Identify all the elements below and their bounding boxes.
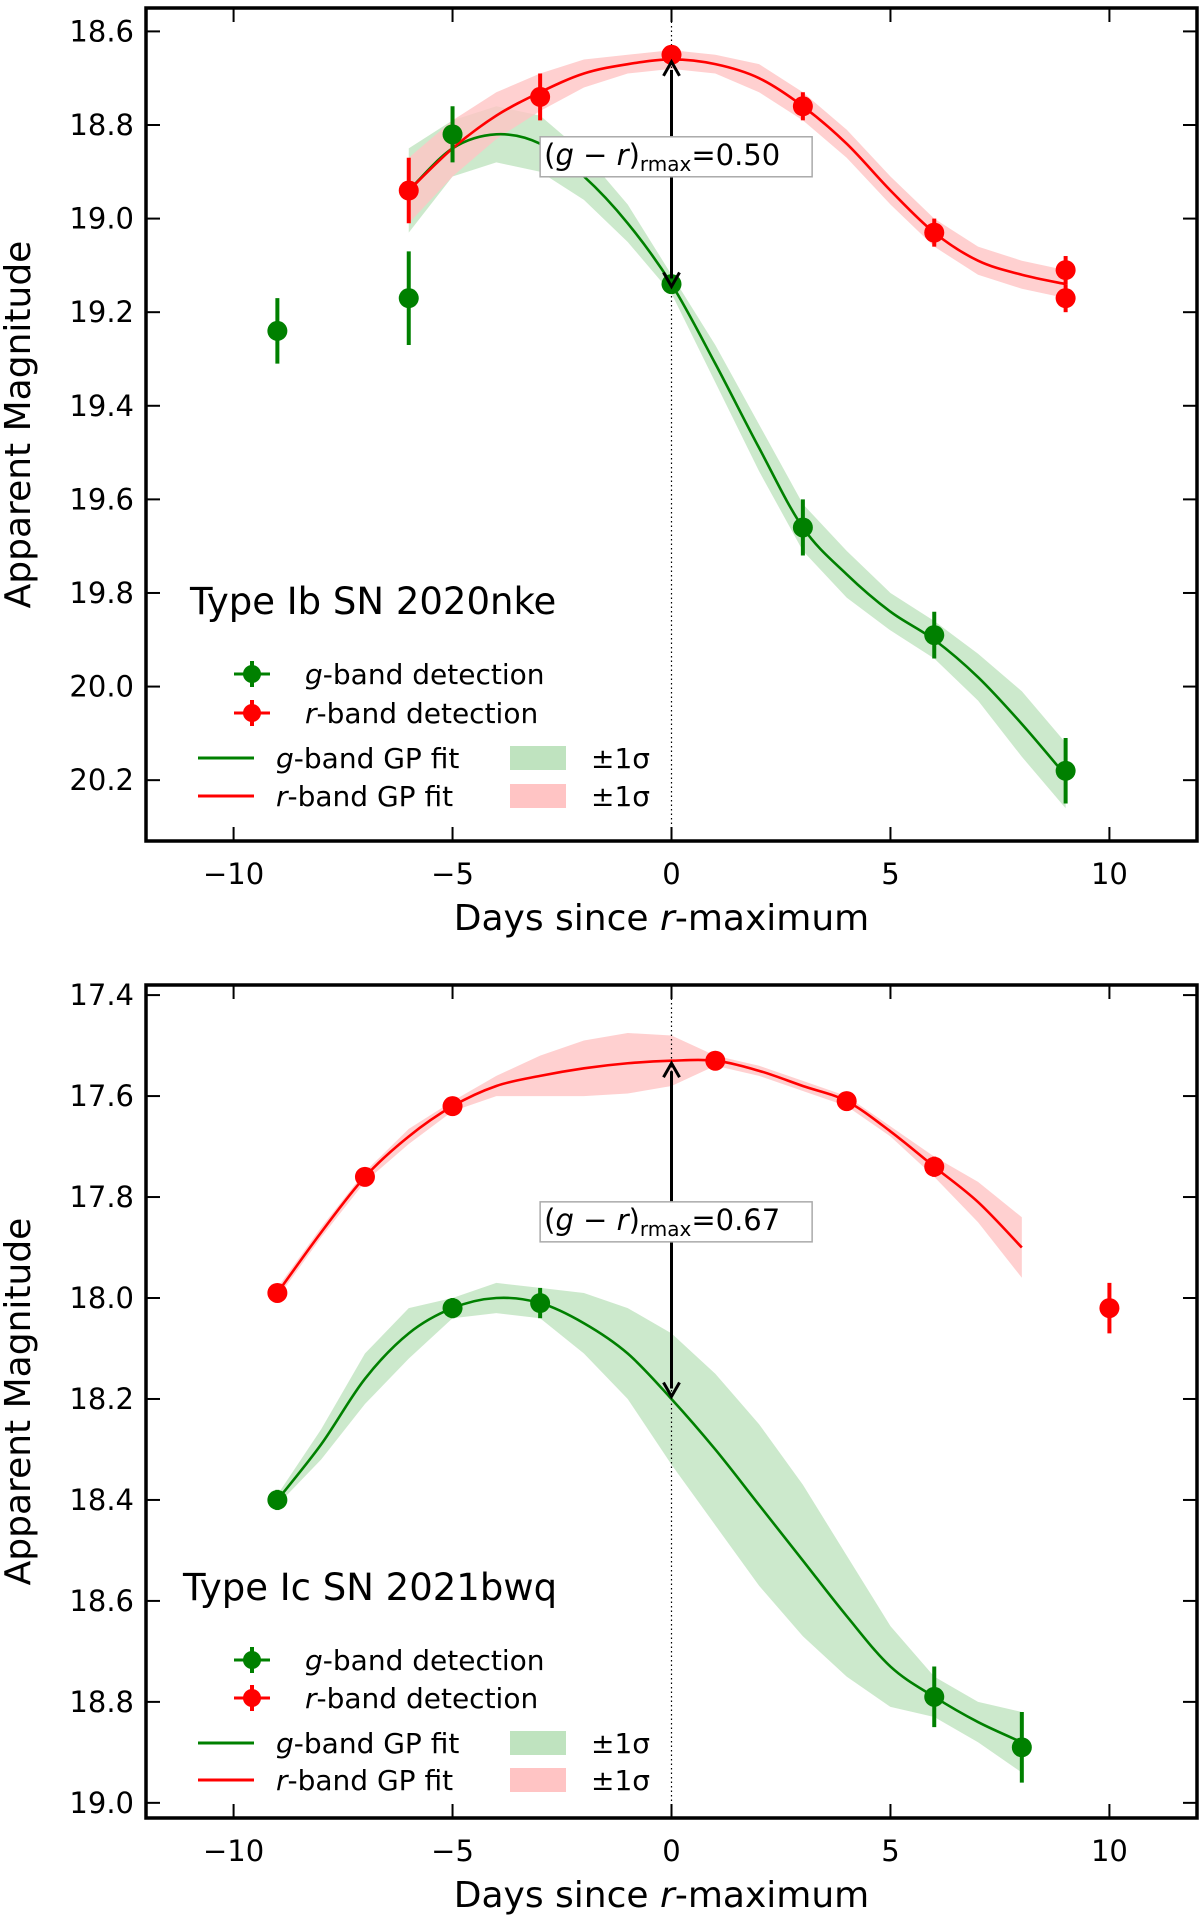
g-band-point [924, 1686, 945, 1707]
legend-r-sigma-label: ±1σ [591, 780, 650, 813]
g-band-point [1011, 1737, 1032, 1758]
x-tick-label: 0 [662, 857, 680, 891]
y-tick-label: 20.0 [69, 670, 134, 704]
r-band-point [836, 1091, 857, 1112]
panel-1: (g − r)rmax=0.50 18.6 18.8 19.0 19.2 19.4 19.6… [0, 6, 1199, 939]
x-tick-label: −10 [203, 857, 264, 891]
g-band-gp-fit-line [407, 132, 1067, 777]
legend-g-fit-label: g-band GP fit [276, 742, 459, 775]
g-band-point [1055, 760, 1076, 781]
color-annotation-label: (g − r)rmax=0.67 [544, 1203, 780, 1241]
r-band-point [398, 180, 419, 201]
x-axis-label: Days since r-maximum [454, 1875, 869, 1916]
legend-r-sigma-swatch [510, 1768, 566, 1792]
y-tick-label: 19.0 [69, 1786, 134, 1820]
legend-r-sigma-swatch [510, 784, 566, 808]
g-band-point [398, 288, 419, 309]
legend-r-sigma-label: ±1σ [591, 1764, 650, 1797]
r-band-point [267, 1282, 288, 1303]
r-band-point [705, 1050, 726, 1071]
r-band-point [1055, 260, 1076, 281]
legend-g-detection-marker [243, 665, 261, 683]
g-band-point [792, 517, 813, 538]
y-tick-label: 19.4 [69, 389, 134, 423]
g-band-sigma-region [277, 1282, 1022, 1773]
r-band-point [442, 1096, 463, 1117]
color-arrow-head-top [662, 1060, 681, 1078]
legend-r-detection-marker [243, 704, 261, 722]
x-tick-label: −5 [431, 1834, 474, 1868]
y-tick-label: 17.6 [69, 1079, 134, 1113]
y-tick-label: 19.2 [69, 295, 134, 329]
legend-r-detection-label: r-band detection [305, 697, 538, 730]
legend-g-sigma-label: ±1σ [591, 742, 650, 775]
g-band-point [442, 124, 463, 145]
g-band-point [442, 1298, 463, 1319]
y-tick-label: 19.6 [69, 482, 134, 516]
color-arrow-head-bottom [662, 271, 681, 290]
color-annotation-box [539, 136, 813, 178]
y-tick-label: 18.8 [69, 1685, 134, 1719]
r-band-sigma-region [277, 1032, 1022, 1299]
legend-g-sigma-label: ±1σ [591, 1727, 650, 1760]
x-axis-label: Days since r-maximum [454, 898, 869, 939]
y-tick-label: 18.6 [69, 1584, 134, 1618]
y-tick-label: 18.8 [69, 108, 134, 142]
r-band-gp-fit-line [276, 1058, 1023, 1294]
g-band-point [530, 1293, 551, 1314]
r-band-point [354, 1166, 375, 1187]
color-annotation-box [539, 1201, 813, 1243]
x-tick-label: 5 [881, 857, 899, 891]
g-band-gp-fit-line [276, 1296, 1023, 1744]
panel-title: Type Ic SN 2021bwq [182, 1566, 557, 1609]
legend-g-fit-label: g-band GP fit [276, 1727, 459, 1760]
r-band-point [530, 86, 551, 107]
y-tick-label: 17.8 [69, 1180, 134, 1214]
legend-g-detection-marker [243, 1651, 261, 1669]
g-band-point [267, 320, 288, 341]
x-tick-label: 10 [1091, 1834, 1128, 1868]
y-tick-label: 19.0 [69, 202, 134, 236]
legend-r-fit-label: r-band GP fit [276, 780, 453, 813]
y-tick-label: 17.4 [69, 978, 134, 1012]
legend-g-sigma-swatch [510, 1731, 566, 1755]
x-tick-label: 10 [1091, 857, 1128, 891]
color-annotation-label: (g − r)rmax=0.50 [544, 138, 780, 176]
g-band-sigma-region [408, 106, 1066, 809]
legend-r-detection-label: r-band detection [305, 1682, 538, 1715]
y-tick-label: 20.2 [69, 763, 134, 797]
legend-g-sigma-swatch [510, 746, 566, 770]
y-axis-label: Apparent Magnitude [0, 241, 39, 609]
y-axis-label: Apparent Magnitude [0, 1218, 39, 1586]
r-band-gp-fit-line [407, 58, 1066, 286]
y-tick-label: 18.6 [69, 14, 134, 48]
r-band-point [792, 96, 813, 117]
g-band-point [924, 625, 945, 646]
x-tick-label: 5 [881, 1834, 899, 1868]
x-tick-label: 0 [662, 1834, 680, 1868]
y-tick-label: 18.0 [69, 1281, 134, 1315]
panel-2: (g − r)rmax=0.67 17.4 17.6 17.8 18.0 18.2 18.4… [0, 978, 1199, 1916]
color-arrow-head-bottom [662, 1381, 681, 1400]
r-band-point [924, 1156, 945, 1177]
x-tick-label: −5 [431, 857, 474, 891]
g-band-point [267, 1489, 288, 1510]
legend-r-fit-label: r-band GP fit [276, 1764, 453, 1797]
legend-g-detection-label: g-band detection [305, 658, 544, 691]
y-tick-label: 18.4 [69, 1483, 134, 1517]
x-tick-label: −10 [203, 1834, 264, 1868]
r-band-point [661, 44, 682, 65]
legend-g-detection-label: g-band detection [305, 1644, 544, 1677]
r-band-point [924, 222, 945, 243]
r-band-point [1099, 1298, 1120, 1319]
color-arrow-head-top [662, 58, 681, 77]
panel-title: Type Ib SN 2020nke [189, 580, 556, 623]
r-band-sigma-region [408, 50, 1066, 299]
r-band-point [1055, 288, 1076, 309]
y-tick-label: 19.8 [69, 576, 134, 610]
legend-r-detection-marker [243, 1689, 261, 1707]
y-tick-label: 18.2 [69, 1382, 134, 1416]
